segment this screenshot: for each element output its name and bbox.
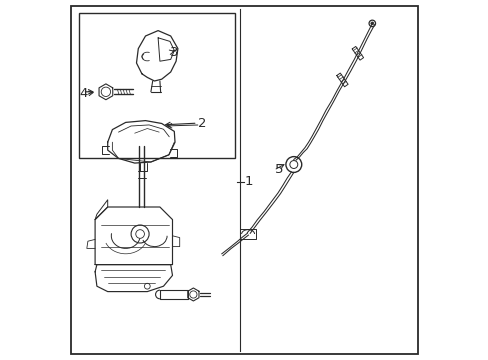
Text: 5: 5 [275, 163, 283, 176]
Circle shape [370, 22, 373, 25]
Text: 3: 3 [170, 46, 178, 59]
Text: 4: 4 [80, 87, 88, 100]
Text: 1: 1 [244, 175, 252, 188]
Text: 2: 2 [198, 117, 206, 130]
